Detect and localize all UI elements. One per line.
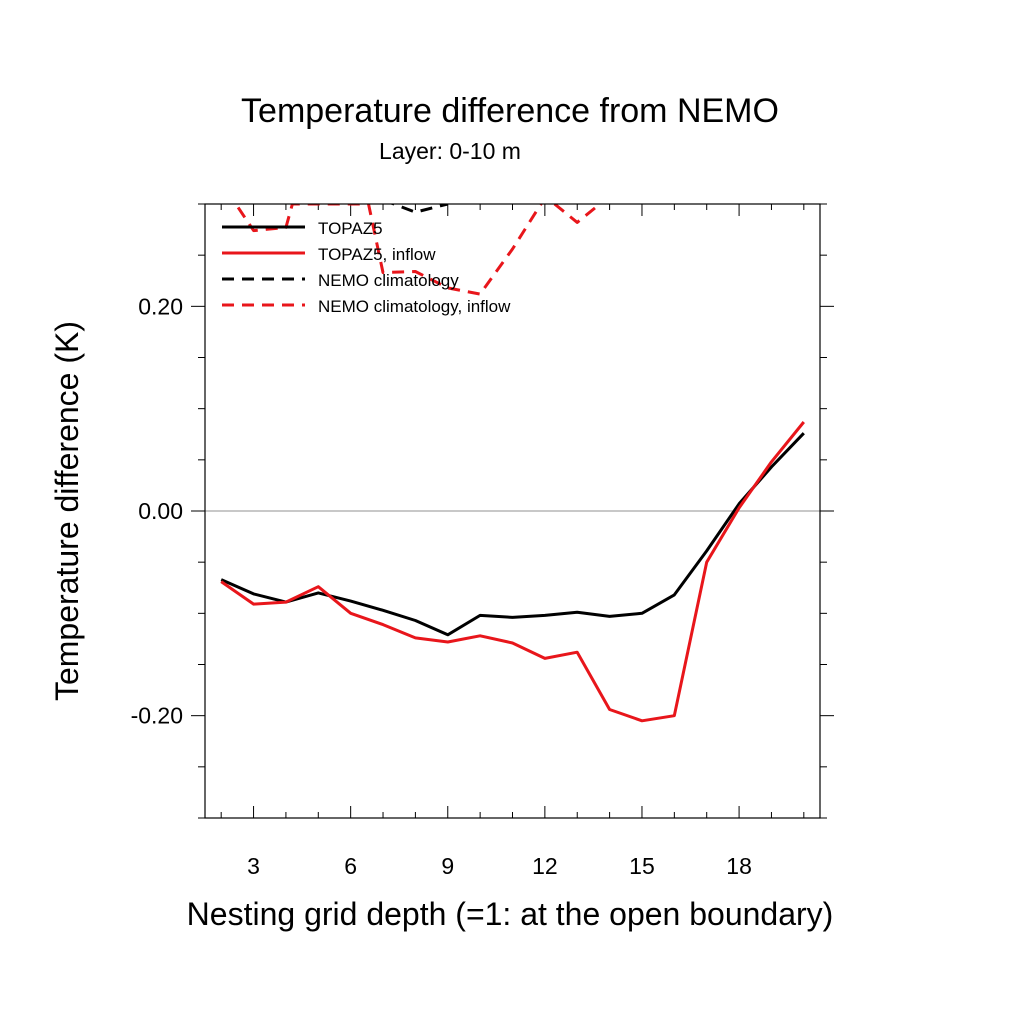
series-line-4 (231, 204, 601, 296)
axes: 3 6 9 12 15 18 -0.20 0.00 0.20 (131, 203, 834, 879)
legend: TOPAZ5 TOPAZ5, inflow NEMO climatology NEMO… (222, 219, 511, 316)
y-tick-label: 0.00 (138, 498, 183, 524)
x-tick-label: 3 (247, 853, 260, 879)
x-tick-label: 15 (629, 853, 655, 879)
chart-title: Temperature difference from NEMO (241, 92, 779, 130)
x-axis-label: Nesting grid depth (=1: at the open boun… (187, 896, 834, 932)
legend-label: TOPAZ5 (318, 219, 383, 238)
series-layer (220, 204, 805, 723)
x-tick-label: 18 (726, 853, 752, 879)
x-tick-label: 6 (344, 853, 357, 879)
series-line-2 (220, 421, 805, 723)
legend-label: NEMO climatology, inflow (318, 297, 511, 316)
chart-subtitle: Layer: 0-10 m (379, 138, 521, 164)
series-line-1 (220, 432, 805, 637)
x-tick-label: 9 (441, 853, 454, 879)
legend-label: NEMO climatology (318, 271, 459, 290)
y-axis-label: Temperature difference (K) (49, 321, 85, 701)
legend-label: TOPAZ5, inflow (318, 245, 436, 264)
y-tick-label: -0.20 (131, 703, 183, 729)
plot-frame (204, 203, 821, 819)
y-tick-label: 0.20 (138, 293, 183, 319)
x-tick-label: 12 (532, 853, 558, 879)
